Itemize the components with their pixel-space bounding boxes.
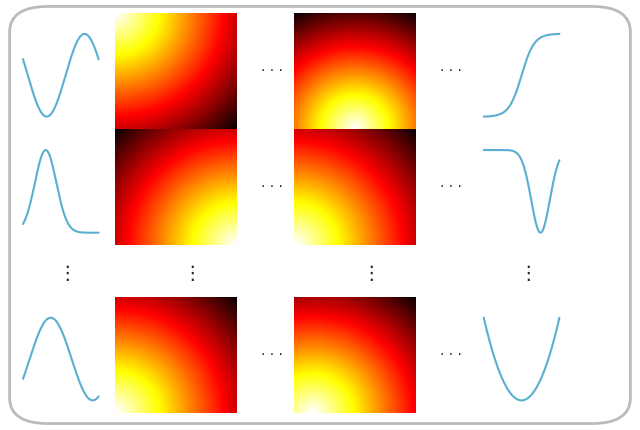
Text: ⋮: ⋮ xyxy=(518,264,538,283)
Text: · · ·: · · · xyxy=(261,348,283,362)
Text: · · ·: · · · xyxy=(440,348,462,362)
Text: ⋮: ⋮ xyxy=(362,264,381,283)
Text: · · ·: · · · xyxy=(440,180,462,194)
Text: · · ·: · · · xyxy=(261,180,283,194)
Text: ⋮: ⋮ xyxy=(58,264,77,283)
Text: · · ·: · · · xyxy=(440,64,462,78)
Text: · · ·: · · · xyxy=(261,64,283,78)
Text: ⋮: ⋮ xyxy=(182,264,202,283)
